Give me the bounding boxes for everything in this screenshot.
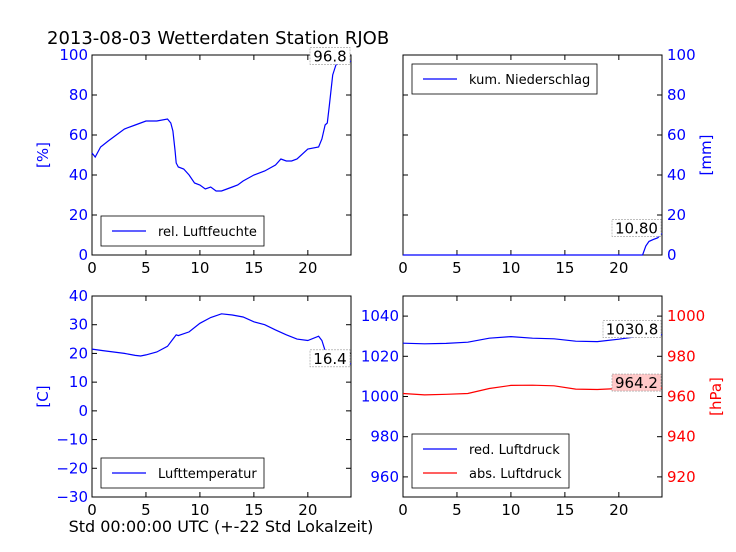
x-tick-label: 5 xyxy=(452,259,462,277)
last-value-box xyxy=(602,320,662,338)
panel-precipitation: 0 5 10 15 20 0 20 40 60 80 100 [mm] 10.80 kum. Nieder… xyxy=(398,46,715,277)
y-tick-label: 60 xyxy=(69,126,88,144)
y-tick-label: 10 xyxy=(69,373,88,391)
last-value-label: 96.8 xyxy=(313,47,346,65)
x-tick-label: 20 xyxy=(609,501,628,519)
y-tick-label: 80 xyxy=(667,86,686,104)
axes-frame xyxy=(91,54,352,256)
y-tick-label: 100 xyxy=(59,46,88,64)
y-tick-label: 1000 xyxy=(361,388,399,406)
y-tick-label: −30 xyxy=(56,488,88,506)
y-tick-label: 980 xyxy=(370,428,399,446)
y-tick-label: 20 xyxy=(667,206,686,224)
x-tick-label: 5 xyxy=(141,501,151,519)
y-tick-label: 30 xyxy=(69,316,88,334)
x-tick-label: 5 xyxy=(452,501,462,519)
x-tick-label: 10 xyxy=(190,259,209,277)
y-axis-label-right: [hPa] xyxy=(707,377,725,416)
x-tick-label: 5 xyxy=(141,259,151,277)
y-tick-label-right: 1000 xyxy=(667,307,705,325)
y-tick-label: −10 xyxy=(56,431,88,449)
panel-temperature: 0 5 10 15 20 −30 −20 −10 0 10 20 30 40 [C] 16.4 Lufttem… xyxy=(34,287,352,519)
last-value-label: 10.80 xyxy=(615,219,658,237)
y-tick-label: 0 xyxy=(667,246,677,264)
y-tick-label: 20 xyxy=(69,344,88,362)
y-tick-label-right: 980 xyxy=(667,347,696,365)
y-tick-label: 40 xyxy=(667,166,686,184)
y-tick-label: 1040 xyxy=(361,307,399,325)
y-tick-label: 80 xyxy=(69,86,88,104)
series-line-0 xyxy=(91,60,351,192)
x-tick-label: 15 xyxy=(555,259,574,277)
y-tick-label: 1020 xyxy=(361,347,399,365)
last-value-box xyxy=(611,373,662,392)
series-line-0 xyxy=(91,313,352,365)
x-tick-label: 20 xyxy=(609,259,628,277)
last-value-label: 964.2 xyxy=(615,374,658,392)
series-line-0 xyxy=(403,232,663,256)
last-value-label: 1030.8 xyxy=(606,321,659,339)
y-tick-label-right: 920 xyxy=(667,468,696,486)
panel-humidity: 0 5 10 15 20 0 20 40 60 80 100 [%] 96.8 rel. Luftfeuc… xyxy=(34,46,352,277)
legend-label: rel. Luftfeuchte xyxy=(158,225,257,240)
last-value-box xyxy=(309,47,351,65)
x-tick-label: 0 xyxy=(87,259,97,277)
y-tick-label: 60 xyxy=(667,126,686,144)
x-tick-label: 0 xyxy=(87,501,97,519)
last-value-box xyxy=(309,349,351,368)
axes-frame xyxy=(91,295,352,498)
x-tick-label: 15 xyxy=(244,501,263,519)
x-tick-label: 15 xyxy=(555,501,574,519)
x-tick-label: 10 xyxy=(501,501,520,519)
last-value-label: 16.4 xyxy=(313,350,346,368)
y-tick-label: 960 xyxy=(370,468,399,486)
legend-box xyxy=(411,433,570,489)
y-tick-label-right: 940 xyxy=(667,428,696,446)
x-tick-label: 10 xyxy=(190,501,209,519)
legend-label: red. Luftdruck xyxy=(469,443,560,458)
x-tick-label: 20 xyxy=(298,501,317,519)
legend-label: Lufttemperatur xyxy=(158,467,257,482)
y-axis-label: [C] xyxy=(34,385,52,407)
x-tick-label: 10 xyxy=(501,259,520,277)
y-tick-label: 100 xyxy=(667,46,696,64)
y-tick-label: −20 xyxy=(56,459,88,477)
last-value-box xyxy=(611,219,662,237)
x-tick-label: 0 xyxy=(398,501,408,519)
y-tick-label: 20 xyxy=(69,206,88,224)
x-tick-label: 20 xyxy=(298,259,317,277)
x-tick-label: 15 xyxy=(244,259,263,277)
x-tick-label: 0 xyxy=(398,259,408,277)
y-tick-label-right: 960 xyxy=(667,388,696,406)
legend-label: kum. Niederschlag xyxy=(469,73,590,88)
legend-label: abs. Luftdruck xyxy=(469,467,562,482)
y-axis-label: [%] xyxy=(34,142,52,168)
y-tick-label: 0 xyxy=(78,402,88,420)
y-axis-label: [mm] xyxy=(697,135,715,176)
y-tick-label: 40 xyxy=(69,287,88,305)
series-line-0 xyxy=(402,334,663,345)
y-tick-label: 0 xyxy=(78,246,88,264)
figure-xlabel: Std 00:00:00 UTC (+-22 Std Lokalzeit) xyxy=(69,517,374,536)
figure-title: 2013-08-03 Wetterdaten Station RJOB xyxy=(47,28,389,49)
y-tick-label: 40 xyxy=(69,166,88,184)
panel-pressure: 0 5 10 15 20 960 980 1000 1020 1040 920 940 960 980 10… xyxy=(361,295,725,519)
